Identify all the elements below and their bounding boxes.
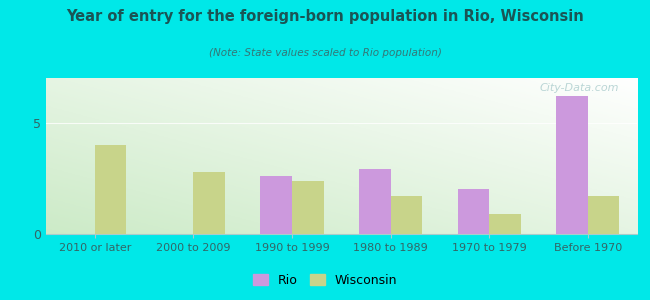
Legend: Rio, Wisconsin: Rio, Wisconsin [249,270,401,291]
Text: Year of entry for the foreign-born population in Rio, Wisconsin: Year of entry for the foreign-born popul… [66,9,584,24]
Bar [292,181,324,234]
Bar [556,96,588,234]
Text: City-Data.com: City-Data.com [540,83,619,93]
Bar [261,176,292,234]
Bar [391,196,422,234]
Bar [194,172,225,234]
Bar [359,169,391,234]
Bar [588,196,619,234]
Bar [458,189,489,234]
Bar [489,214,521,234]
Bar [95,145,126,234]
Text: (Note: State values scaled to Rio population): (Note: State values scaled to Rio popula… [209,48,441,58]
